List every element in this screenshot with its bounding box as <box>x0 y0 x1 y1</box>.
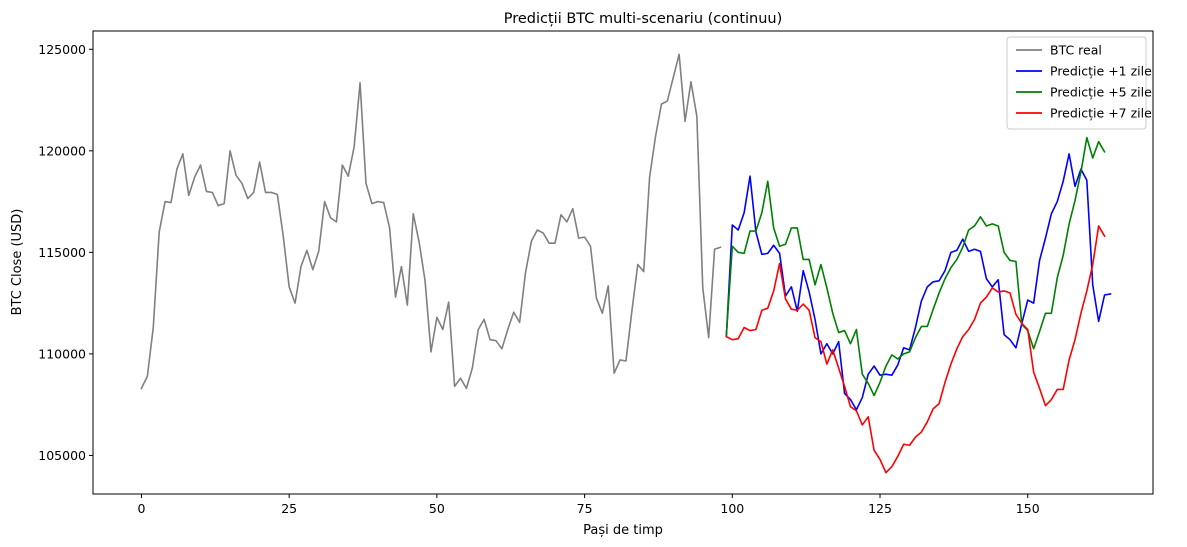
legend-label: Predicție +1 zile <box>1050 64 1152 79</box>
x-tick-label: 125 <box>868 501 892 516</box>
y-axis: 105000 110000 115000 120000 125000 <box>38 42 93 463</box>
y-tick-label: 120000 <box>38 143 86 158</box>
y-tick-label: 105000 <box>38 448 86 463</box>
legend-label: Predicție +5 zile <box>1050 85 1152 100</box>
y-axis-label: BTC Close (USD) <box>10 209 25 316</box>
x-tick-label: 100 <box>720 501 744 516</box>
y-tick-label: 115000 <box>38 245 86 260</box>
y-tick-label: 110000 <box>38 346 86 361</box>
x-tick-label: 75 <box>577 501 593 516</box>
x-axis-label: Pași de timp <box>583 523 663 538</box>
legend-label: Predicție +7 zile <box>1050 106 1152 121</box>
x-tick-label: 50 <box>429 501 445 516</box>
legend: BTC real Predicție +1 zile Predicție +5 zi… <box>1006 36 1152 130</box>
x-tick-label: 0 <box>137 501 145 516</box>
legend-box <box>1006 36 1147 130</box>
series-line-3 <box>725 225 1106 474</box>
x-tick-label: 150 <box>1016 501 1040 516</box>
series-line-1 <box>725 153 1112 411</box>
plot-frame <box>92 30 1154 495</box>
legend-label: BTC real <box>1050 43 1102 58</box>
series-line-2 <box>725 136 1106 397</box>
series-line-0 <box>140 53 722 390</box>
x-axis: 0 25 50 75 100 125 150 <box>137 494 1040 516</box>
plot-area <box>140 53 1112 474</box>
x-tick-label: 25 <box>281 501 297 516</box>
y-tick-label: 125000 <box>38 42 86 57</box>
chart-title: Predicții BTC multi-scenariu (continuu) <box>504 11 783 27</box>
